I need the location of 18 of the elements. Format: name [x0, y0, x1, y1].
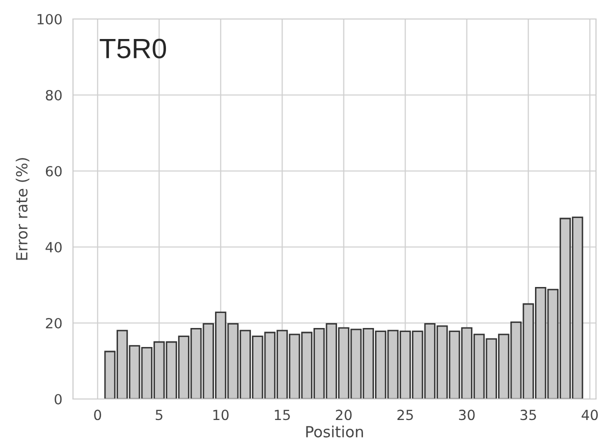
y-tick-label: 100: [38, 14, 62, 24]
x-tick-label: 5: [156, 410, 162, 420]
x-tick-label: 30: [459, 410, 475, 420]
annotation: T5R0: [100, 38, 166, 58]
x-tick-label: 25: [397, 410, 413, 420]
x-axis-title: Position: [306, 426, 363, 438]
y-tick-label: 40: [46, 242, 62, 252]
y-axis-title: Error rate (%): [16, 158, 30, 260]
y-tick-label: 80: [46, 90, 62, 100]
x-tick-label: 40: [582, 410, 598, 420]
x-tick-label: 10: [213, 410, 229, 420]
x-tick-label: 0: [94, 410, 102, 420]
x-tick-label: 20: [336, 410, 352, 420]
x-tick-label: 35: [520, 410, 536, 420]
x-tick-label: 15: [274, 410, 290, 420]
y-tick-label: 60: [46, 166, 62, 176]
y-tick-label: 20: [46, 318, 62, 328]
y-tick-label: 0: [54, 394, 62, 404]
